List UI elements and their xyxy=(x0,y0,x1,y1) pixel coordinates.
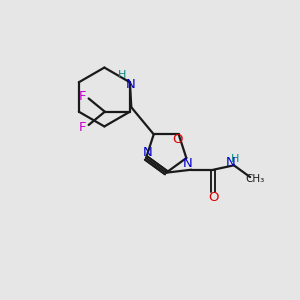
Text: H: H xyxy=(231,154,239,164)
Text: F: F xyxy=(78,90,86,103)
Text: N: N xyxy=(183,157,193,170)
Text: N: N xyxy=(142,146,152,159)
Text: H: H xyxy=(117,70,126,80)
Text: N: N xyxy=(126,77,136,91)
Text: O: O xyxy=(172,133,182,146)
Text: O: O xyxy=(208,191,219,204)
Text: CH₃: CH₃ xyxy=(246,174,265,184)
Text: N: N xyxy=(226,156,235,169)
Text: F: F xyxy=(78,121,86,134)
